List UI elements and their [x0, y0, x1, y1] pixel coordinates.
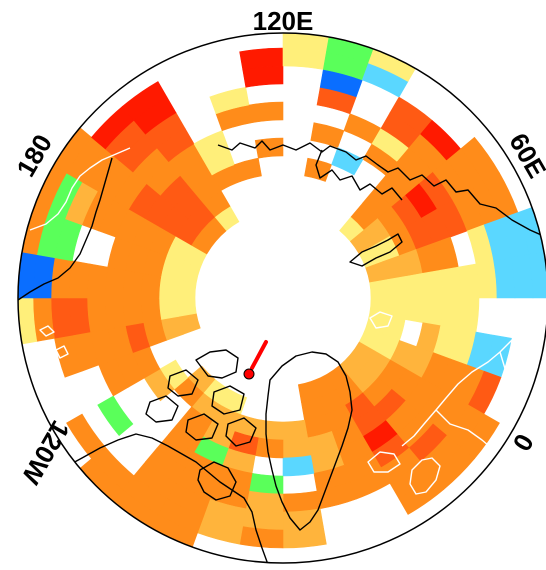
grid-cell: [66, 413, 106, 460]
grid-cell: [122, 297, 144, 327]
coastline-bering-islands: [39, 325, 69, 359]
grid-cell: [422, 269, 444, 299]
coastline-svalbard: [369, 311, 393, 329]
grid-cell: [104, 297, 126, 330]
coastline-canadian-archipelago: [145, 349, 257, 447]
grid-cells: [18, 33, 546, 563]
grid-cell: [50, 257, 73, 299]
grid-cell: [158, 297, 179, 320]
coastline-iceland: [367, 451, 401, 473]
grid-cell: [282, 419, 309, 441]
grid-cell: [387, 297, 408, 320]
map-boundary: [17, 32, 546, 564]
grid-cell: [404, 272, 426, 299]
grid-cell: [140, 297, 162, 324]
grid-cell: [122, 269, 144, 299]
grid-cell: [242, 508, 284, 531]
coastline-greenland: [265, 351, 353, 531]
pole-marker-icon: [243, 340, 268, 380]
grid-cell: [282, 437, 312, 459]
lon-label-60e: 60E: [503, 128, 546, 183]
grid-cell: [282, 490, 321, 513]
grid-cell: [422, 297, 444, 327]
grid-cell: [86, 297, 109, 333]
grid-cell: [257, 419, 284, 441]
grid-cell: [440, 297, 462, 330]
grid-cell: [242, 65, 284, 88]
grid-cell: [457, 263, 480, 299]
grid-cell: [86, 263, 109, 299]
grid-cell: [239, 47, 284, 70]
lon-label-0: 0: [507, 429, 540, 457]
grid-cell: [387, 276, 408, 299]
coastline-alaska: [18, 157, 113, 301]
grid-cell: [282, 526, 327, 549]
coastline-chukotka: [29, 147, 131, 231]
grid-cell: [282, 47, 327, 70]
coastline-novaya-zemlya: [349, 233, 403, 267]
lon-label-120e: 120E: [253, 6, 314, 36]
grid-cell: [18, 297, 38, 349]
grid-cell: [475, 260, 498, 299]
grid-cell: [245, 490, 284, 513]
grid-cell: [140, 272, 162, 299]
grid-cell: [528, 247, 546, 299]
grid-cell: [369, 279, 390, 299]
coastline-taimyr: [315, 149, 403, 201]
coastline-hudson-bay: [197, 461, 237, 501]
grid-cell: [32, 254, 55, 299]
grid-cell: [310, 122, 345, 148]
grid-cell: [248, 101, 284, 124]
grid-cell: [398, 475, 445, 515]
coastline-uk: [409, 457, 441, 495]
coastline-scandinavia: [401, 319, 546, 447]
grid-cell: [97, 395, 134, 437]
coastline-siberia: [217, 140, 546, 239]
grid-cell: [176, 297, 197, 317]
grid-cell: [68, 260, 91, 299]
grid-cell: [457, 297, 480, 333]
grid-cell: [511, 254, 534, 299]
grid-cell: [331, 147, 364, 176]
grid-cell: [104, 266, 126, 299]
grid-cell: [440, 266, 462, 299]
grid-cell: [18, 247, 38, 299]
grid-cell: [121, 81, 168, 121]
grid-cell: [404, 297, 426, 324]
grid-cell: [68, 297, 91, 336]
grid-cell: [282, 33, 334, 53]
grid-cell: [493, 257, 516, 299]
lon-label-120w: 120W: [16, 416, 76, 490]
grid-cell: [282, 455, 315, 477]
grid-cell: [32, 297, 55, 342]
grid-cell: [158, 276, 179, 299]
coastline-north-america: [59, 433, 271, 563]
